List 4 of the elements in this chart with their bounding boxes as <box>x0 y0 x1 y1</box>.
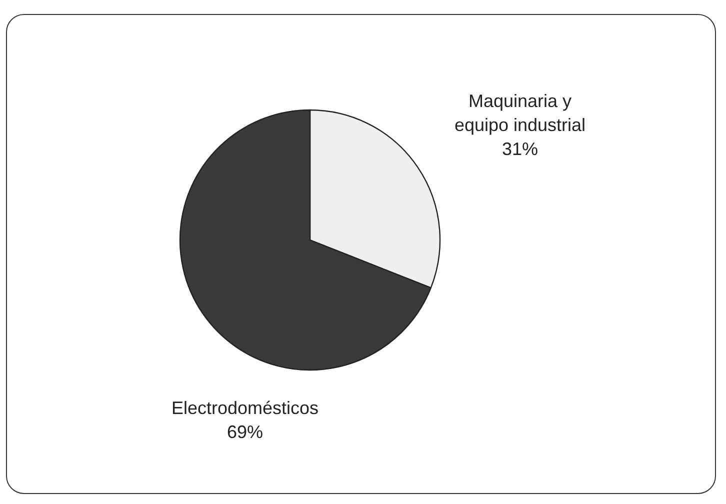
data-label: 31% <box>502 139 538 159</box>
data-label: 69% <box>226 422 264 442</box>
slice-label: Electrodomésticos <box>171 398 319 418</box>
slice-label: Maquinaria y equipo industrial <box>454 91 586 135</box>
